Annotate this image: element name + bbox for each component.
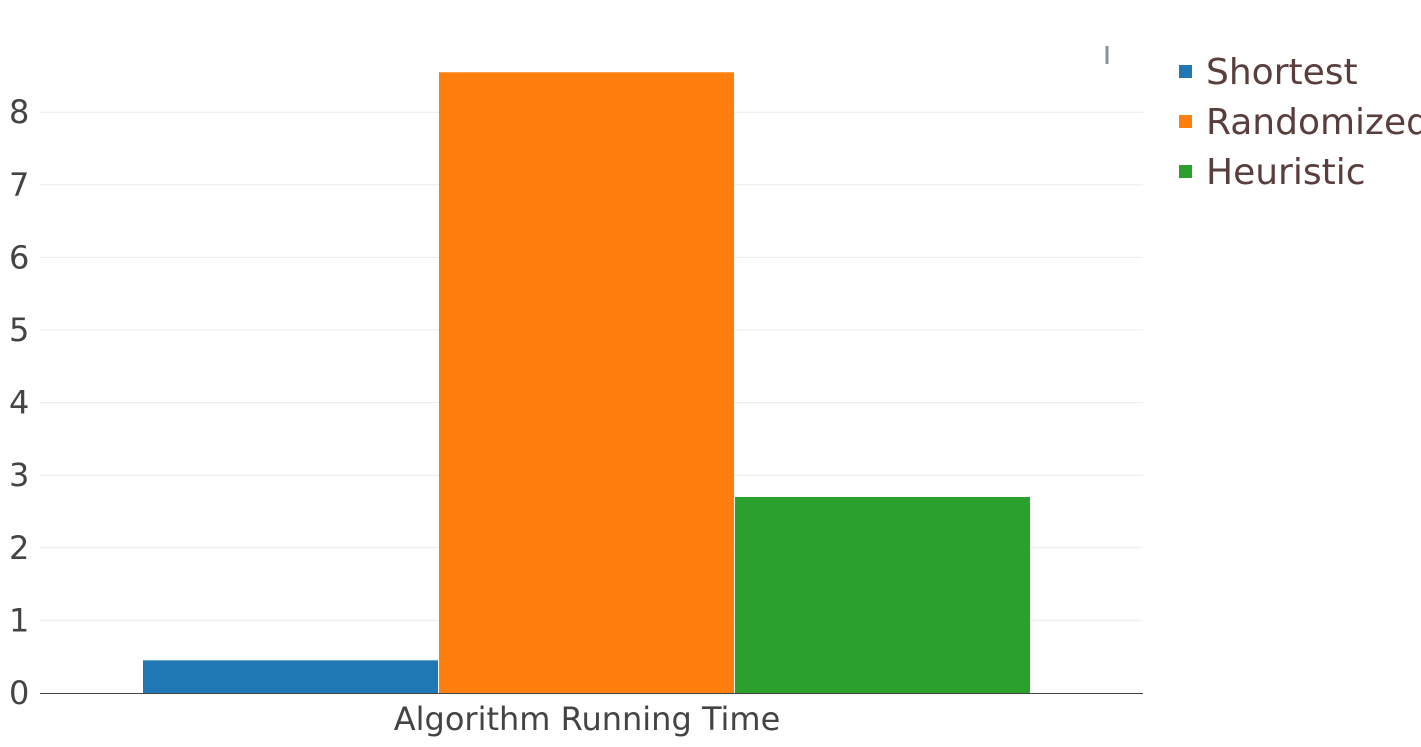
legend: Shortest Randomized Heuristic xyxy=(1179,52,1421,193)
y-tick-label: 4 xyxy=(9,384,29,422)
y-tick-label: 8 xyxy=(9,93,29,131)
y-tick-label: 3 xyxy=(9,456,29,494)
y-tick-label: 5 xyxy=(9,311,29,349)
bar-heuristic[interactable] xyxy=(735,496,1030,693)
y-axis: 0 1 2 3 4 5 6 7 8 xyxy=(9,93,29,712)
legend-item-shortest[interactable]: Shortest xyxy=(1179,52,1358,93)
legend-label: Heuristic xyxy=(1206,152,1366,193)
legend-item-heuristic[interactable]: Heuristic xyxy=(1179,152,1366,193)
y-tick-label: 1 xyxy=(9,601,29,639)
y-tick-label: 6 xyxy=(9,238,29,276)
x-axis: Algorithm Running Time xyxy=(40,693,1143,738)
y-tick-label: 2 xyxy=(9,529,29,567)
bars xyxy=(143,72,1030,693)
legend-label: Randomized xyxy=(1206,102,1421,143)
legend-swatch xyxy=(1179,65,1192,78)
legend-label: Shortest xyxy=(1206,52,1358,93)
bar-randomized[interactable] xyxy=(439,72,734,693)
legend-item-randomized[interactable]: Randomized xyxy=(1179,102,1421,143)
x-category-label: Algorithm Running Time xyxy=(394,700,781,738)
y-tick-label: 7 xyxy=(9,166,29,204)
legend-swatch xyxy=(1179,115,1192,128)
bar-shortest[interactable] xyxy=(143,660,438,693)
legend-swatch xyxy=(1179,165,1192,178)
y-tick-label: 0 xyxy=(9,674,29,712)
